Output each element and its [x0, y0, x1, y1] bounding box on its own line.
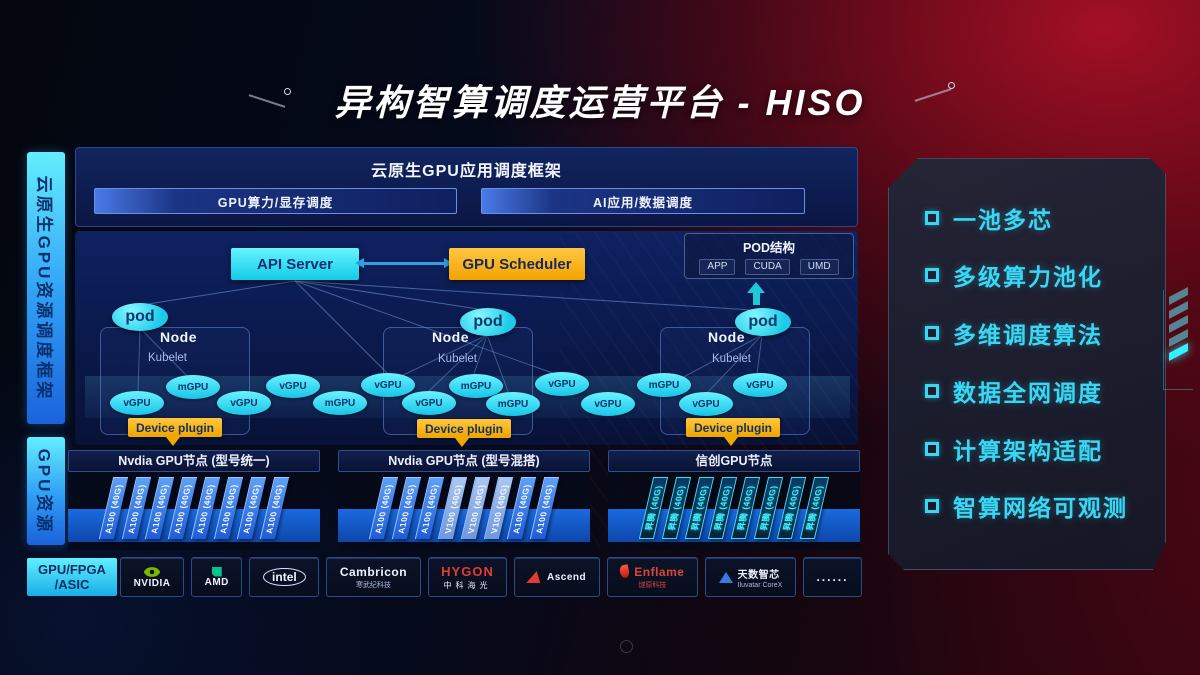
- pod-ellipse-1: pod: [112, 303, 168, 331]
- vendor-tile-more: ......: [802, 557, 863, 597]
- vendor-logo-row: NVIDIA AMD intel Cambricon 寒武纪科技 HYGON 中…: [120, 557, 863, 597]
- amd-logo-icon: [211, 566, 222, 577]
- hazard-stripes-decoration: [1163, 286, 1193, 390]
- gpu-ellipse: mGPU: [166, 375, 220, 399]
- intel-logo: intel: [263, 568, 306, 586]
- gpu-group-title: 信创GPU节点: [608, 450, 860, 472]
- pod-item-cuda: CUDA: [745, 259, 790, 275]
- gpu-card: 昇腾 (40G): [799, 477, 830, 539]
- device-plugin-arrow-3: [724, 437, 738, 446]
- gpu-group-nvidia-mixed: Nvdia GPU节点 (型号混搭) A100 (40G) A100 (40G)…: [338, 450, 590, 550]
- chip-category-box: GPU/FPGA /ASIC: [27, 558, 117, 596]
- pod-ellipse-3: pod: [735, 308, 791, 336]
- device-plugin-arrow-1: [166, 437, 180, 446]
- page-title: 异构智算调度运营平台 - HISO: [334, 82, 866, 123]
- square-bullet-icon: [925, 268, 939, 282]
- device-plugin-3: Device plugin: [686, 418, 780, 437]
- vendor-tile-iluvatar: 天数智芯 Iluvatar CoreX: [705, 557, 796, 597]
- pod-up-arrow-icon: [747, 282, 765, 293]
- vendor-tile-enflame: Enflame 燧原科技: [606, 557, 699, 597]
- gpu-ellipse: vGPU: [402, 391, 456, 415]
- feature-item: 数据全网调度: [925, 374, 1165, 408]
- gpu-ellipse: mGPU: [449, 374, 503, 398]
- framework-bar-gpu-compute: GPU算力/显存调度: [94, 188, 457, 214]
- node-label-1: Node: [160, 329, 197, 345]
- pod-up-arrow-stem: [753, 292, 760, 305]
- pod-ellipse-2: pod: [460, 308, 516, 336]
- enflame-logo-icon: [618, 564, 631, 579]
- gpu-ellipse: vGPU: [110, 391, 164, 415]
- feature-item: 多维调度算法: [925, 316, 1165, 350]
- device-plugin-2: Device plugin: [417, 419, 511, 438]
- faint-circle-decoration: [620, 640, 633, 653]
- gpu-ellipse: mGPU: [313, 391, 367, 415]
- pod-item-umd: UMD: [799, 259, 839, 275]
- node-label-2: Node: [432, 329, 469, 345]
- gpu-ellipse: mGPU: [637, 373, 691, 397]
- square-bullet-icon: [925, 499, 939, 513]
- gpu-ellipse: vGPU: [679, 392, 733, 416]
- gpu-group-title: Nvdia GPU节点 (型号混搭): [338, 450, 590, 472]
- gpu-card: A100 (40G): [259, 477, 290, 539]
- gpu-ellipse: vGPU: [361, 373, 415, 397]
- chip-category-line2: /ASIC: [54, 577, 90, 592]
- kubelet-label-1: Kubelet: [148, 352, 188, 364]
- vendor-tile-cambricon: Cambricon 寒武纪科技: [326, 557, 421, 597]
- sidebar-gpu-resource-label: GPU资源: [34, 448, 54, 534]
- node-label-3: Node: [708, 329, 745, 345]
- kubelet-label-3: Kubelet: [712, 353, 752, 365]
- iluvatar-logo-icon: [718, 571, 733, 583]
- gpu-ellipse: vGPU: [733, 373, 787, 397]
- pod-item-app: APP: [699, 259, 736, 275]
- gpu-ellipse: vGPU: [266, 374, 320, 398]
- framework-bar-ai-data: AI应用/数据调度: [481, 188, 805, 214]
- vendor-tile-amd: AMD: [191, 557, 243, 597]
- feature-panel: 一池多芯 多级算力池化 多维调度算法 数据全网调度 计算架构适配 智算网络可观测: [888, 158, 1166, 570]
- vendor-tile-ascend: Ascend: [514, 557, 600, 597]
- feature-item: 一池多芯: [925, 201, 1165, 235]
- device-plugin-arrow-2: [455, 438, 469, 447]
- vendor-tile-intel: intel: [249, 557, 320, 597]
- kubelet-label-2: Kubelet: [438, 353, 478, 365]
- title-deco-dot-left: [284, 88, 291, 95]
- sidebar-gpu-resource-bar: GPU资源: [27, 437, 65, 545]
- gpu-card: A100 (40G): [529, 477, 560, 539]
- title-deco-dot-right: [948, 82, 955, 89]
- gpu-ellipse: vGPU: [581, 392, 635, 416]
- gpu-group-nvidia-uniform: Nvdia GPU节点 (型号统一) A100 (40G) A100 (40G)…: [68, 450, 320, 550]
- pod-structure-box: POD结构 APP CUDA UMD: [684, 233, 854, 279]
- api-scheduler-arrow: [355, 258, 453, 268]
- vendor-tile-hygon: HYGON 中科海光: [427, 557, 508, 597]
- sidebar-framework-bar: 云原生GPU资源调度框架: [27, 152, 65, 424]
- feature-item: 智算网络可观测: [925, 489, 1165, 523]
- api-server-box: API Server: [231, 248, 359, 280]
- gpu-group-xinchuang: 信创GPU节点 昇腾 (40G) 昇腾 (40G) 昇腾 (40G) 昇腾 (4…: [608, 450, 860, 550]
- square-bullet-icon: [925, 211, 939, 225]
- chip-category-line1: GPU/FPGA: [38, 562, 106, 577]
- sidebar-framework-label: 云原生GPU资源调度框架: [34, 175, 54, 401]
- framework-title: 云原生GPU应用调度框架: [371, 163, 562, 180]
- square-bullet-icon: [925, 442, 939, 456]
- square-bullet-icon: [925, 384, 939, 398]
- gpu-ellipse: mGPU: [486, 392, 540, 416]
- device-plugin-1: Device plugin: [128, 418, 222, 437]
- gpu-ellipse: vGPU: [535, 372, 589, 396]
- nvidia-logo-icon: [143, 566, 161, 577]
- feature-item: 多级算力池化: [925, 258, 1165, 292]
- feature-item: 计算架构适配: [925, 432, 1165, 466]
- pod-structure-title: POD结构: [742, 241, 796, 255]
- square-bullet-icon: [925, 326, 939, 340]
- ascend-logo-icon: [526, 571, 544, 583]
- gpu-ellipse: vGPU: [217, 391, 271, 415]
- gpu-scheduler-box: GPU Scheduler: [449, 248, 585, 280]
- gpu-group-title: Nvdia GPU节点 (型号统一): [68, 450, 320, 472]
- vendor-tile-nvidia: NVIDIA: [120, 557, 185, 597]
